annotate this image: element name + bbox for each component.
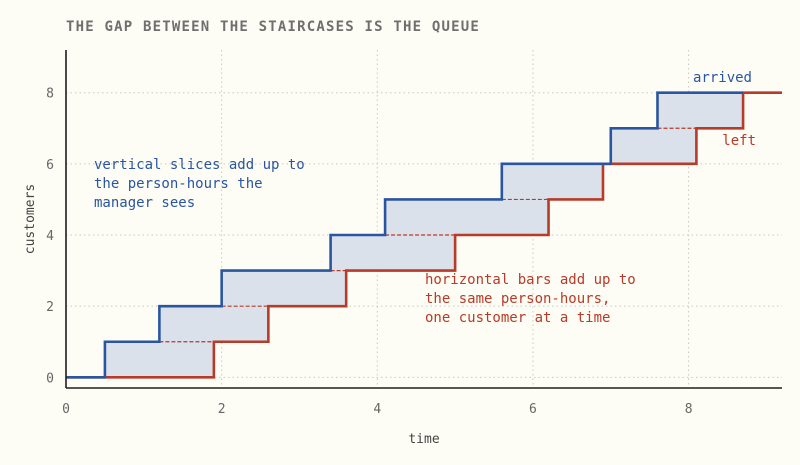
axes [65, 50, 782, 389]
y-tick-label: 4 [46, 229, 54, 244]
tick-labels: 0 2 4 6 8 0 2 4 6 8 [46, 87, 692, 417]
annotation-line: the person-hours the [94, 176, 263, 192]
x-tick-label: 8 [685, 402, 693, 417]
annotation-line: manager sees [94, 195, 195, 211]
series-arrived-line [66, 91, 744, 379]
x-tick-label: 6 [529, 402, 537, 417]
queue-fill-area [104, 92, 744, 378]
queue-fill-rect [657, 92, 744, 129]
queue-fill-rect [330, 235, 456, 271]
vertical-slices-note: vertical slices add up to the person-hour… [94, 157, 305, 211]
labels: arrived left vertical slices add up to the … [94, 70, 756, 326]
queue-fill-rect [385, 199, 549, 236]
queue-fill-rect [501, 163, 603, 200]
annotation-line: one customer at a time [425, 310, 610, 326]
y-tick-label: 6 [46, 158, 54, 173]
x-axis-label: time [408, 432, 439, 447]
series-label-arrived: arrived [693, 70, 752, 86]
queue-fill-rect [221, 270, 347, 307]
y-tick-label: 8 [46, 87, 54, 102]
queue-fill-rect [104, 341, 214, 378]
horizontal-bars-note: horizontal bars add up to the same person… [425, 272, 636, 326]
annotation-line: horizontal bars add up to [425, 272, 636, 288]
series-lines [66, 91, 782, 379]
queue-fill-rect [159, 306, 269, 342]
series-label-left: left [722, 133, 756, 149]
chart-title: THE GAP BETWEEN THE STAIRCASES IS THE QU… [66, 19, 480, 35]
annotation-line: the same person-hours, [425, 291, 610, 307]
horizontal-bars [159, 127, 697, 343]
y-tick-label: 2 [46, 300, 54, 315]
x-tick-label: 2 [218, 402, 226, 417]
x-tick-label: 0 [62, 402, 70, 417]
x-tick-label: 4 [373, 402, 381, 417]
y-tick-label: 0 [46, 371, 54, 386]
annotation-line: vertical slices add up to [94, 157, 305, 173]
y-axis-label: customers [23, 184, 38, 254]
queue-fill-rect [610, 128, 697, 164]
series-left-line [66, 91, 782, 379]
